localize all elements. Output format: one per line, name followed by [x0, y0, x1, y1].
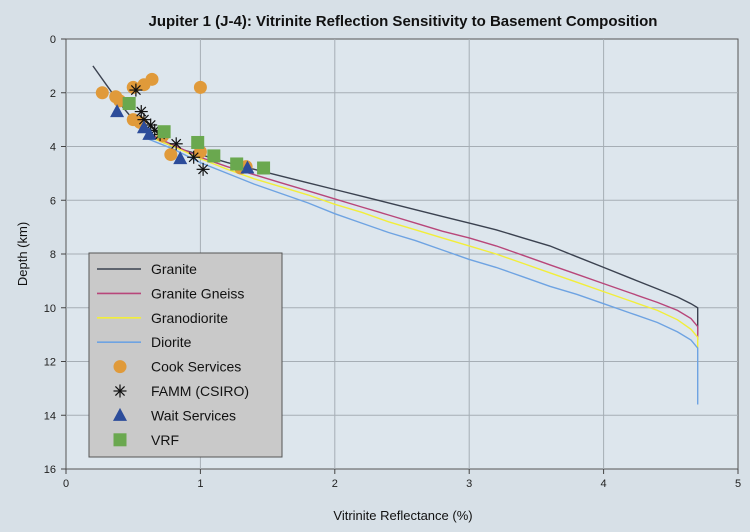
legend-label-diorite: Diorite [151, 334, 192, 350]
x-tick-label: 3 [466, 478, 472, 490]
data-point-vrf [122, 97, 136, 110]
y-tick-label: 16 [44, 464, 56, 476]
data-point-cook-services [95, 86, 109, 100]
data-point-wait-services [240, 160, 255, 174]
y-tick-label: 10 [44, 303, 56, 315]
y-tick-label: 4 [50, 142, 56, 154]
y-tick-label: 8 [50, 249, 56, 261]
legend-box [88, 252, 283, 458]
data-point-vrf [257, 161, 271, 175]
data-point-wait-services [110, 104, 125, 118]
y-axis-label: Depth (km) [15, 222, 30, 286]
y-tick-label: 0 [50, 34, 56, 46]
y-tick-label: 12 [44, 357, 56, 369]
data-point-famm-csiro- [129, 83, 143, 97]
x-tick-label: 2 [332, 478, 338, 490]
asterisk-stroke [138, 114, 149, 125]
legend-swatch-famm-csiro- [113, 384, 127, 398]
y-tick-label: 6 [50, 195, 56, 207]
legend-swatch-vrf [113, 433, 127, 447]
legend-label-famm-csiro-: FAMM (CSIRO) [151, 383, 249, 399]
asterisk-stroke [198, 164, 209, 175]
legend-label-granite-gneiss: Granite Gneiss [151, 285, 244, 301]
legend-swatch-cook-services [113, 360, 127, 374]
y-tick-label: 14 [44, 410, 56, 422]
data-point-vrf [230, 157, 244, 171]
asterisk-stroke [114, 385, 126, 397]
asterisk-stroke [136, 106, 147, 117]
legend-label-granite: Granite [151, 261, 197, 277]
data-point-cook-services [164, 148, 178, 162]
data-point-vrf [157, 125, 171, 139]
data-point-wait-services [173, 151, 188, 165]
x-axis-label: Vitrinite Reflectance (%) [333, 508, 472, 523]
legend-swatch-wait-services [113, 407, 127, 421]
data-point-vrf [207, 149, 221, 163]
asterisk-stroke [171, 138, 182, 149]
data-point-famm-csiro- [187, 150, 201, 164]
legend-label-wait-services: Wait Services [151, 407, 236, 423]
x-tick-label: 4 [601, 478, 607, 490]
x-tick-label: 0 [63, 478, 69, 490]
x-tick-label: 1 [197, 478, 203, 490]
data-point-cook-services [193, 80, 207, 94]
series-line-granodiorite [146, 135, 699, 349]
data-point-vrf [191, 135, 205, 149]
legend-label-granodiorite: Granodiorite [151, 310, 228, 326]
x-tick-label: 5 [735, 478, 741, 490]
data-point-famm-csiro- [169, 137, 183, 151]
y-tick-label: 2 [50, 88, 56, 100]
asterisk-stroke [130, 85, 141, 96]
legend: Granite Granite Gneiss Granodiorite Diorite… [88, 252, 283, 458]
legend-label-vrf: VRF [151, 432, 179, 448]
chart-title: Jupiter 1 (J-4): Vitrinite Reflection Se… [149, 13, 658, 30]
data-point-wait-services [142, 126, 157, 140]
data-point-famm-csiro- [196, 162, 210, 176]
asterisk-stroke [188, 152, 199, 163]
data-point-cook-services [145, 72, 159, 86]
data-point-famm-csiro- [137, 113, 151, 127]
data-point-wait-services [136, 120, 151, 134]
legend-label-cook-services: Cook Services [151, 359, 241, 375]
series-line-diorite [146, 137, 699, 405]
